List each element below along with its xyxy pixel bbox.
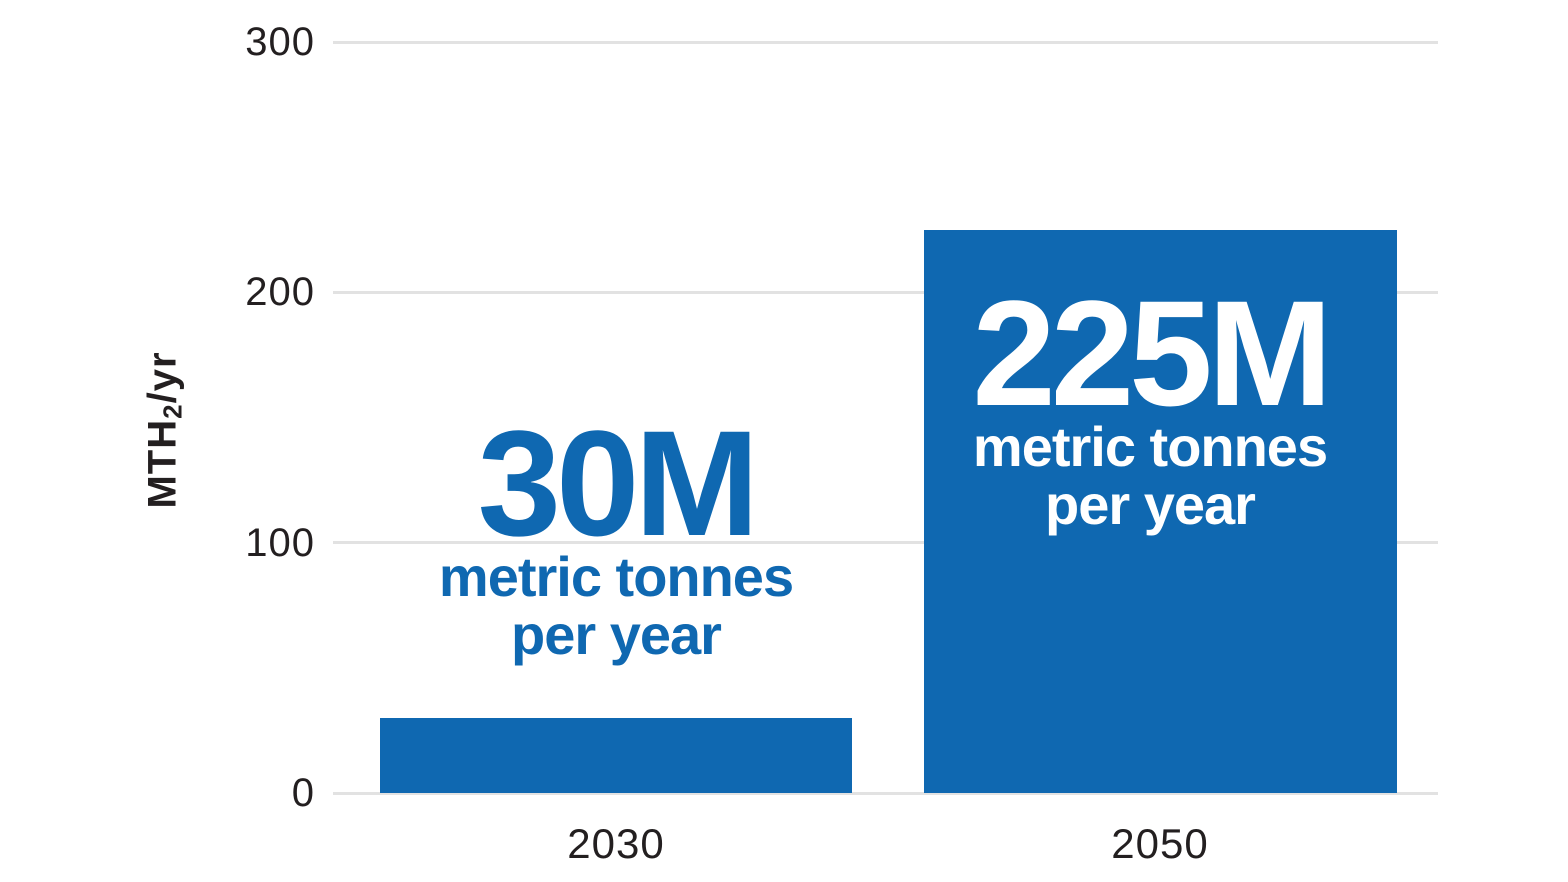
unit-label-2050-line2: per year (1045, 473, 1256, 536)
plot-area (333, 40, 1438, 795)
unit-label-2030-line1: metric tonnes (438, 545, 794, 608)
x-tick-label-2030: 2030 (567, 820, 665, 867)
y-tick-label-200: 200 (245, 270, 315, 315)
unit-label-2050-line1: metric tonnes (972, 415, 1328, 478)
y-axis-title-subscript: 2 (157, 403, 188, 419)
value-label-2030: 30M (477, 399, 760, 567)
y-tick-label-100: 100 (245, 520, 315, 565)
y-axis-title-unit: /yr (140, 351, 185, 404)
unit-label-2050: metric tonnes per year (972, 415, 1328, 536)
gridline-100 (333, 541, 1438, 545)
gridline-0 (333, 791, 1438, 795)
bar-annotation-2030: 30M metric tonnes per year (438, 399, 794, 666)
y-axis-title-main: MTH (140, 418, 185, 509)
bar-2050 (924, 229, 1397, 793)
unit-label-2030: metric tonnes per year (438, 545, 794, 666)
y-axis-title: MTH2/yr (140, 351, 188, 509)
gridline-300 (333, 40, 1438, 44)
y-tick-label-300: 300 (245, 20, 315, 64)
x-tick-label-2050: 2050 (1111, 820, 1209, 867)
bar-annotation-2050: 225M metric tonnes per year (972, 269, 1332, 536)
bar-2030 (380, 717, 852, 793)
gridline-200 (333, 290, 1438, 294)
unit-label-2030-line2: per year (511, 603, 722, 666)
value-label-2050: 225M (972, 269, 1332, 437)
y-tick-label-0: 0 (291, 771, 315, 815)
